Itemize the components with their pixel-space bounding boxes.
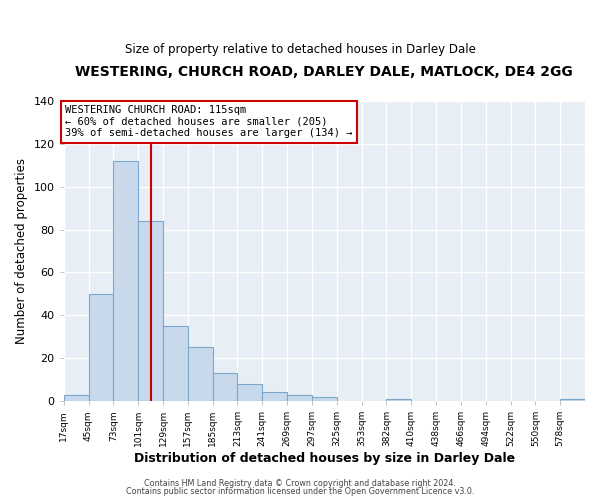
Bar (386, 399, 411, 401)
Bar (64, 394, 89, 401)
Bar (287, 394, 312, 401)
Bar (212, 373, 238, 401)
Y-axis label: Number of detached properties: Number of detached properties (15, 158, 28, 344)
Text: WESTERING CHURCH ROAD: 115sqm
← 60% of detached houses are smaller (205)
39% of : WESTERING CHURCH ROAD: 115sqm ← 60% of d… (65, 106, 353, 138)
Text: Contains HM Land Registry data © Crown copyright and database right 2024.: Contains HM Land Registry data © Crown c… (144, 478, 456, 488)
Bar (312, 397, 337, 401)
Bar (89, 294, 113, 401)
X-axis label: Distribution of detached houses by size in Darley Dale: Distribution of detached houses by size … (134, 452, 515, 465)
Bar (188, 348, 212, 401)
Text: Size of property relative to detached houses in Darley Dale: Size of property relative to detached ho… (125, 42, 475, 56)
Text: Contains public sector information licensed under the Open Government Licence v3: Contains public sector information licen… (126, 487, 474, 496)
Title: WESTERING, CHURCH ROAD, DARLEY DALE, MATLOCK, DE4 2GG: WESTERING, CHURCH ROAD, DARLEY DALE, MAT… (76, 65, 573, 79)
Bar (238, 384, 262, 401)
Bar (113, 161, 138, 401)
Bar (262, 392, 287, 401)
Bar (163, 326, 188, 401)
Bar (138, 221, 163, 401)
Bar (560, 399, 585, 401)
